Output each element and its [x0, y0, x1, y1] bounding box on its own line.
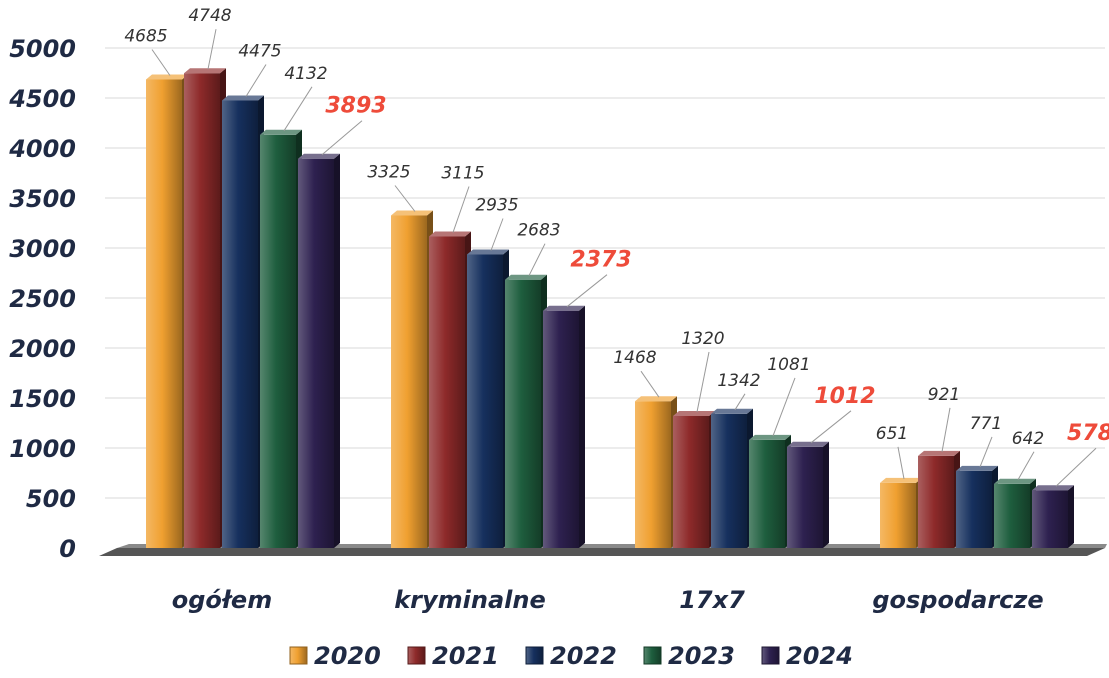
y-tick-label: 2500	[9, 285, 76, 313]
legend-swatch	[761, 646, 780, 665]
bar	[467, 249, 509, 548]
data-label-leader	[452, 186, 470, 233]
data-label-leader	[283, 86, 313, 132]
data-label: 4475	[238, 42, 281, 62]
bar	[222, 95, 264, 548]
data-label-leader	[207, 29, 217, 70]
data-label-leader	[151, 49, 171, 76]
x-axis: ogółem kryminalne 17x7 gospodarcze	[172, 586, 1044, 614]
legend: 2020 2021 2022 2023 2024	[289, 642, 853, 670]
y-tick-label: 1500	[9, 385, 76, 413]
x-tick-label: kryminalne	[394, 586, 546, 614]
data-label-leader	[321, 120, 363, 156]
data-label: 642	[1012, 429, 1044, 449]
y-tick-label: 500	[26, 485, 76, 513]
floor-edge	[117, 544, 1107, 548]
data-label-leader	[1017, 451, 1035, 481]
data-label-leader	[490, 218, 504, 251]
legend-label: 2022	[550, 642, 617, 670]
y-tick-label: 2000	[9, 335, 76, 363]
data-label-leader	[394, 185, 416, 212]
data-label-leader	[528, 243, 546, 276]
bar	[391, 210, 433, 548]
data-label-leader	[640, 370, 660, 398]
bar	[543, 305, 585, 548]
x-tick-label: ogółem	[172, 586, 272, 614]
bar	[956, 465, 998, 548]
data-label: 1081	[767, 355, 810, 375]
legend-swatch	[643, 646, 662, 665]
data-label: 2683	[517, 221, 560, 241]
chart-floor	[99, 544, 1107, 556]
bar	[880, 477, 922, 548]
data-label: 3115	[441, 164, 484, 184]
data-label-leader	[979, 436, 993, 468]
data-label-leader	[941, 407, 951, 452]
data-label: 1342	[717, 371, 760, 391]
y-tick-label: 1000	[9, 435, 76, 463]
data-label: 1320	[681, 329, 724, 349]
x-tick-label: gospodarcze	[872, 586, 1043, 614]
data-label-leader	[897, 446, 905, 479]
data-label: 771	[970, 414, 1002, 434]
legend-label: 2024	[786, 642, 853, 670]
y-tick-label: 5000	[9, 35, 76, 63]
bar	[146, 74, 188, 548]
legend-label: 2020	[314, 642, 381, 670]
legend-swatch	[525, 646, 544, 665]
data-label-leader	[566, 274, 608, 308]
y-tick-label: 4500	[8, 85, 76, 113]
bar	[787, 441, 829, 548]
bar	[298, 153, 340, 548]
data-label: 578	[1067, 421, 1109, 446]
data-label-leader	[772, 377, 796, 437]
data-label: 1012	[814, 384, 875, 409]
bar	[673, 411, 715, 548]
data-label: 4748	[188, 6, 231, 26]
data-label-leader	[1055, 447, 1097, 487]
data-label: 651	[876, 424, 908, 444]
data-label: 921	[928, 385, 960, 405]
bar	[260, 129, 302, 549]
bars	[146, 68, 1074, 549]
y-tick-label: 3000	[9, 235, 76, 263]
bar	[711, 408, 753, 548]
data-label-leader	[696, 351, 710, 413]
bar	[429, 231, 471, 548]
bar	[918, 450, 960, 548]
legend-swatch	[289, 646, 308, 665]
data-label-leader	[810, 410, 852, 444]
bar	[994, 478, 1036, 548]
legend-swatch	[407, 646, 426, 665]
y-tick-label: 3500	[9, 185, 76, 213]
data-label-leader	[245, 64, 267, 97]
bar	[749, 434, 791, 548]
data-label: 3325	[367, 163, 410, 183]
data-label: 4132	[284, 64, 327, 84]
data-label: 1468	[613, 348, 656, 368]
x-tick-label: 17x7	[679, 586, 745, 614]
data-label: 4685	[124, 27, 167, 47]
bar	[635, 396, 677, 548]
bar	[505, 274, 547, 548]
bar	[1032, 485, 1074, 548]
bar	[184, 68, 226, 548]
data-label: 2935	[475, 196, 518, 216]
legend-label: 2023	[668, 642, 735, 670]
y-axis: 0 500 1000 1500 2000 2500 3000 3500 4000 4500 5000	[8, 35, 76, 563]
floor-plane	[99, 548, 1105, 556]
data-label: 3893	[325, 94, 386, 119]
data-label: 2373	[570, 248, 631, 273]
data-label-leader	[734, 393, 746, 411]
y-tick-label: 0	[59, 535, 76, 563]
legend-label: 2021	[432, 642, 499, 670]
y-tick-label: 4000	[8, 135, 76, 163]
